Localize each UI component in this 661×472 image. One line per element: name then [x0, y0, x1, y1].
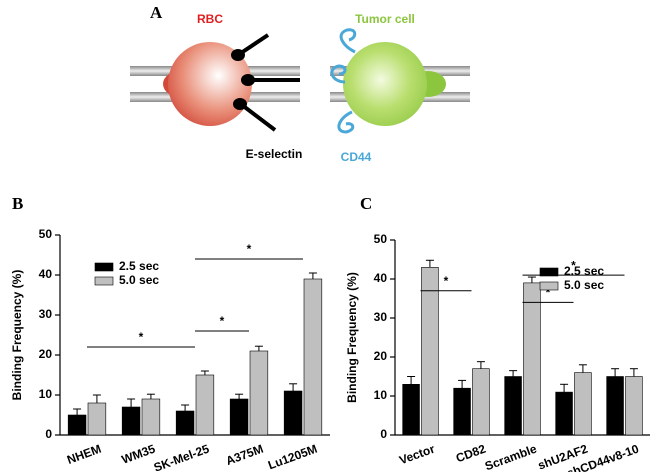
- x-tick-label: SK-Mel-25: [152, 442, 212, 472]
- y-tick-label: 10: [374, 388, 388, 402]
- y-tick-label: 10: [39, 387, 53, 401]
- bar: [249, 350, 269, 436]
- bar: [175, 410, 195, 436]
- y-tick-label: 0: [380, 427, 387, 441]
- bar: [421, 266, 439, 436]
- bar: [67, 414, 87, 436]
- tumor-label: Tumor cell: [355, 12, 415, 26]
- panel-label: B: [12, 194, 23, 213]
- cd44-label: CD44: [341, 150, 372, 164]
- diagram: A RBC Tumor cell E-selectin CD44: [130, 3, 470, 164]
- bar: [141, 398, 161, 436]
- y-tick-label: 30: [374, 310, 388, 324]
- y-tick-label: 40: [374, 271, 388, 285]
- legend-swatch: [94, 262, 114, 272]
- x-tick-label: A375M: [224, 442, 265, 468]
- x-tick-label: Vector: [397, 442, 437, 468]
- significance-label: *: [247, 242, 252, 256]
- bar: [87, 402, 107, 436]
- bar: [303, 278, 323, 436]
- bar: [555, 391, 573, 436]
- tumor-cell: [343, 42, 427, 126]
- significance-label: *: [220, 314, 225, 328]
- y-tick-label: 50: [374, 232, 388, 246]
- y-tick-label: 40: [39, 267, 53, 281]
- rbc-label: RBC: [197, 12, 223, 26]
- x-tick-label: Scramble: [483, 442, 539, 472]
- bar: [472, 368, 490, 436]
- bar: [402, 383, 420, 436]
- selectin-label: E-selectin: [246, 147, 303, 161]
- legend-label: 2.5 sec: [564, 264, 604, 278]
- significance-label: *: [546, 286, 551, 300]
- bar: [504, 376, 522, 436]
- bar: [453, 387, 471, 436]
- legend-swatch: [539, 281, 559, 291]
- legend-swatch: [539, 267, 559, 277]
- bar: [283, 390, 303, 436]
- y-tick-label: 30: [39, 307, 53, 321]
- bar: [121, 406, 141, 436]
- y-axis-label: Binding Frequency (%): [345, 272, 359, 403]
- y-tick-label: 20: [374, 349, 388, 363]
- significance-label: *: [571, 258, 576, 272]
- panel-label: C: [360, 194, 372, 213]
- bar: [574, 372, 592, 436]
- bar: [625, 376, 643, 436]
- significance-label: *: [444, 274, 449, 288]
- legend-label: 2.5 sec: [119, 259, 159, 273]
- e-selectin-heads: [231, 49, 255, 110]
- bar: [523, 282, 541, 436]
- y-tick-label: 50: [39, 227, 53, 241]
- legend-swatch: [94, 276, 114, 286]
- bar: [195, 374, 215, 436]
- rbc: [168, 42, 252, 126]
- legend-label: 5.0 sec: [564, 278, 604, 292]
- legend-label: 5.0 sec: [119, 273, 159, 287]
- y-tick-label: 0: [45, 427, 52, 441]
- y-tick-label: 20: [39, 347, 53, 361]
- x-tick-label: Lu1205M: [266, 442, 319, 472]
- bar: [606, 376, 624, 436]
- significance-label: *: [139, 330, 144, 344]
- bar: [229, 398, 249, 436]
- panel-label: A: [150, 3, 163, 22]
- y-axis-label: Binding Frequency (%): [10, 270, 24, 401]
- cd44: [330, 28, 357, 134]
- x-tick-label: NHEM: [65, 442, 103, 467]
